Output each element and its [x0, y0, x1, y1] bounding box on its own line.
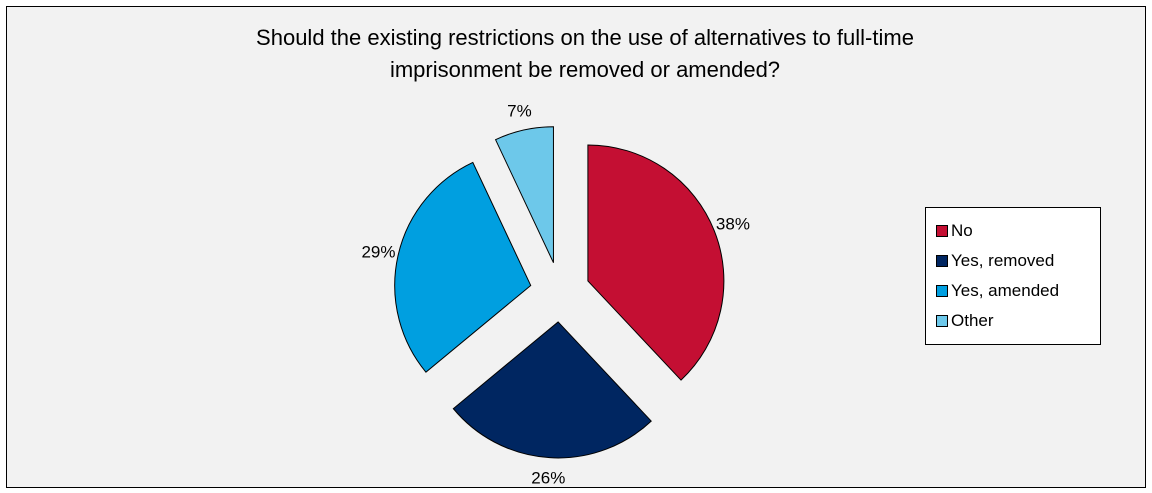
legend-item-no: No — [926, 216, 1100, 246]
slice-no — [587, 144, 725, 381]
legend-label: Other — [951, 311, 994, 330]
legend-label: No — [951, 221, 973, 240]
data-label: 38% — [716, 215, 750, 234]
data-label: 29% — [361, 242, 395, 261]
legend-item-other: Other — [926, 306, 1100, 336]
legend-swatch — [936, 285, 948, 297]
legend-swatch — [936, 315, 948, 327]
slice-other — [494, 126, 554, 263]
legend-label: Yes, amended — [951, 281, 1060, 300]
legend-item-yes-removed: Yes, removed — [926, 246, 1100, 276]
legend: No Yes, removed Yes, amended Other — [925, 207, 1101, 345]
legend-item-yes-amended: Yes, amended — [926, 276, 1100, 306]
data-label: 26% — [531, 469, 565, 488]
legend-label: Yes, removed — [951, 251, 1055, 270]
chart-title: Should the existing restrictions on the … — [256, 25, 914, 82]
legend-swatch — [936, 225, 948, 237]
slice-yes-amended — [394, 161, 532, 373]
slice-yes-removed — [452, 321, 652, 459]
legend-swatch — [936, 255, 948, 267]
data-label: 7% — [507, 101, 532, 120]
